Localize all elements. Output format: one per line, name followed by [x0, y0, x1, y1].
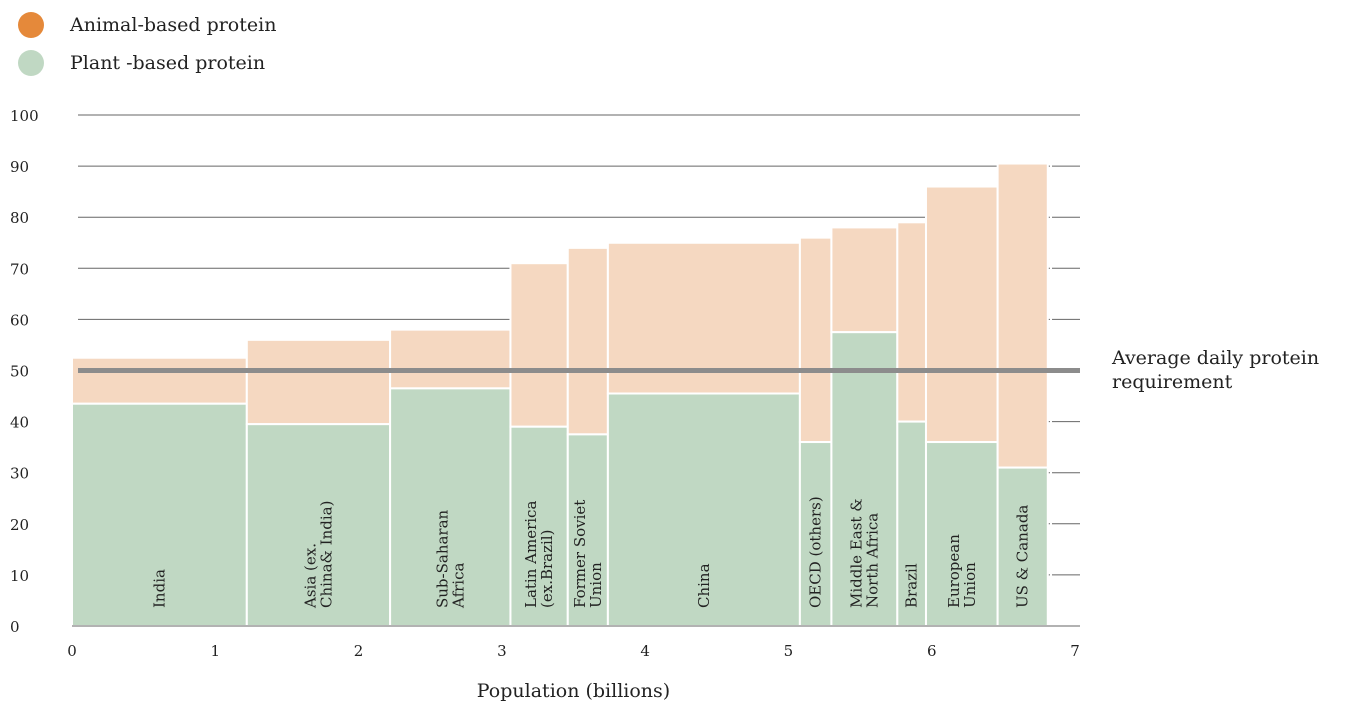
legend-item-animal: Animal-based protein [18, 6, 276, 44]
bar-plant-10 [996, 466, 1049, 627]
bars [71, 125, 1052, 628]
x-tick-label: 2 [354, 642, 364, 660]
y-tick-label: 20 [10, 516, 29, 534]
region-label-line: Middle East & [847, 498, 865, 608]
bar-animal-2 [389, 328, 512, 390]
x-tick-label: 7 [1070, 642, 1080, 660]
region-label: Latin America(ex.Brazil) [522, 501, 556, 608]
y-tick-label: 50 [10, 363, 29, 381]
region-label: India [150, 569, 168, 608]
bar-animal-7 [830, 226, 899, 334]
legend-label-plant: Plant -based protein [70, 52, 266, 74]
y-tick-label: 0 [10, 618, 20, 636]
bar-plant-0 [71, 402, 248, 627]
region-label-line: US & Canada [1014, 505, 1032, 608]
region-label: China [695, 563, 713, 608]
bar-animal-3 [509, 262, 569, 428]
y-tick-label: 40 [10, 414, 29, 432]
region-label-line: Union [961, 562, 979, 608]
bar-plant-6 [798, 441, 833, 628]
y-tick-label: 70 [10, 260, 29, 278]
x-axis-title: Population (billions) [476, 680, 671, 702]
region-label: OECD (others) [807, 496, 825, 608]
x-tick-label: 4 [640, 642, 650, 660]
region-label: Brazil [903, 563, 921, 608]
region-label-line: China& India) [317, 501, 335, 608]
region-label-line: North Africa [863, 513, 881, 608]
bar-animal-9 [924, 185, 999, 444]
region-label: US & Canada [1014, 505, 1032, 608]
x-tick-label: 1 [211, 642, 221, 660]
bar-animal-4 [566, 246, 609, 436]
region-label-line: Brazil [903, 563, 921, 608]
x-tick-label: 5 [784, 642, 794, 660]
reference-label-line2: requirement [1112, 371, 1233, 393]
y-tick-label: 30 [10, 465, 29, 483]
x-tick-label: 6 [927, 642, 937, 660]
legend-item-plant: Plant -based protein [18, 44, 276, 82]
bar-plant-9 [924, 441, 999, 628]
bar-animal-0 [71, 356, 248, 405]
bar-animal-8 [896, 221, 927, 423]
region-labels: India Asia (ex.China& India) Sub-SaharanAf… [150, 496, 1031, 609]
green-dot-icon [18, 50, 44, 76]
y-tick-label: 60 [10, 311, 29, 329]
bar-plant-1 [245, 423, 392, 627]
bar-plant-4 [566, 433, 609, 627]
y-tick-label: 90 [10, 158, 29, 176]
bar-animal-1 [245, 338, 392, 426]
reference-label-line1: Average daily protein [1112, 347, 1320, 369]
legend-label-animal: Animal-based protein [70, 14, 277, 36]
axis-ticks: 0 10 20 30 40 50 60 70 80 90 100 0 1 2 3 4 5 6 7 [10, 107, 1080, 660]
region-label-line: OECD (others) [807, 496, 825, 608]
bar-animal-6 [798, 236, 833, 444]
region-label-line: India [150, 569, 168, 608]
region-label-line: European [945, 534, 963, 608]
orange-dot-icon [18, 12, 44, 38]
x-tick-label: 0 [67, 642, 77, 660]
region-label-line: Africa [449, 563, 467, 609]
region-label-line: Asia (ex. [301, 543, 319, 609]
region-label-line: China [695, 563, 713, 608]
y-tick-label: 10 [10, 567, 29, 585]
region-label-line: Former Soviet [571, 500, 589, 608]
bar-plant-5 [606, 392, 801, 627]
y-tick-label: 100 [10, 107, 39, 125]
region-label-line: Latin America [522, 501, 540, 608]
bar-plant-2 [389, 387, 512, 628]
legend: Animal-based protein Plant -based protei… [18, 6, 276, 82]
region-label: Middle East &North Africa [847, 498, 881, 608]
bar-plant-8 [896, 420, 927, 627]
bar-animal-10 [996, 162, 1049, 469]
y-tick-label: 80 [10, 209, 29, 227]
region-label: Asia (ex.China& India) [301, 501, 335, 609]
bar-plant-7 [830, 331, 899, 627]
region-label-line: Union [587, 562, 605, 608]
x-tick-label: 3 [497, 642, 507, 660]
reference-line-label: Average daily protein requirement [1112, 346, 1352, 394]
region-label-line: (ex.Brazil) [538, 530, 556, 608]
region-label-line: Sub-Saharan [433, 509, 451, 608]
